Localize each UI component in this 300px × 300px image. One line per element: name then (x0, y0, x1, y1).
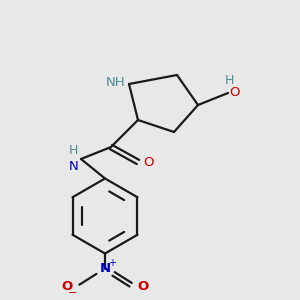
Text: O: O (143, 155, 154, 169)
Text: NH: NH (106, 76, 125, 89)
Text: O: O (230, 86, 240, 100)
Text: −: − (68, 288, 78, 298)
Text: H: H (69, 145, 79, 158)
Text: N: N (69, 160, 79, 173)
Text: N: N (99, 262, 111, 275)
Text: +: + (108, 258, 116, 268)
Text: O: O (62, 280, 73, 293)
Text: H: H (225, 74, 234, 87)
Text: O: O (137, 280, 148, 293)
